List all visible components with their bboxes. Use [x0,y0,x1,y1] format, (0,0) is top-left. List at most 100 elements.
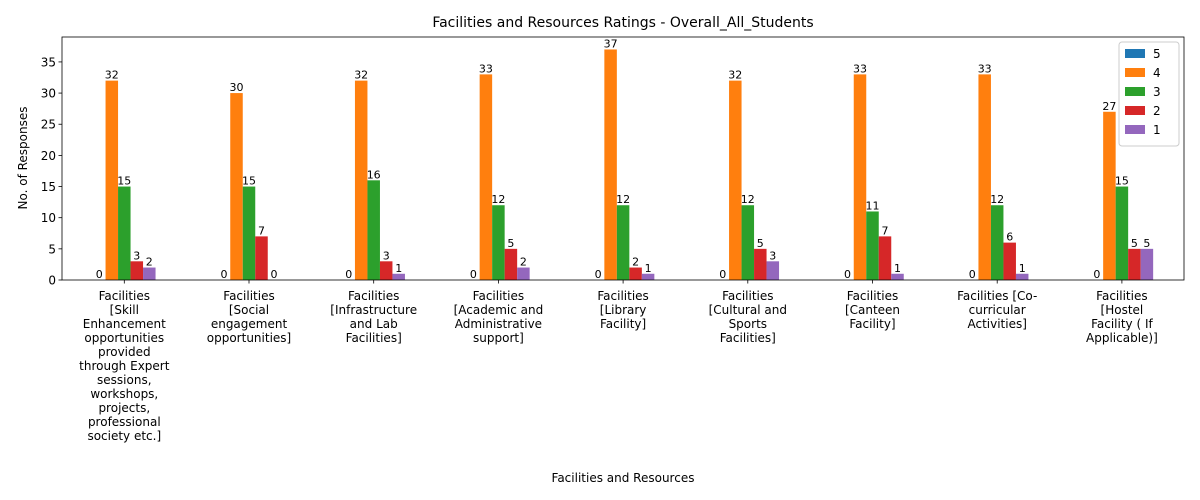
y-axis-ticks: 0 5 10 15 20 25 30 35 [41,55,62,288]
bar-value-label: 1 [1019,262,1026,275]
bar [242,186,256,280]
x-tick-label-line: Facilities [99,289,150,303]
legend-swatch [1125,106,1145,115]
x-tick-label-line: Facilities [348,289,399,303]
x-tick-label-line: Facilities] [720,331,776,345]
x-tick-label-line: [Skill [110,303,139,317]
bar [492,205,505,280]
x-tick-label: Facilities [Infrastructure and Lab Faciliti… [330,289,417,345]
bar [616,205,630,280]
legend-label: 4 [1153,66,1161,80]
plot-frame [61,36,1185,281]
bar-value-label: 0 [345,268,352,281]
bar [379,261,393,280]
x-tick-label-line: workshops, [90,387,158,401]
legend-swatch [1125,125,1145,134]
bar [729,80,742,280]
x-tick-label-line: opportunities] [207,331,291,345]
bar-value-label: 15 [242,175,256,188]
bar-value-label: 30 [230,81,244,94]
y-tick-label: 5 [48,242,56,256]
bar-value-label: 0 [1093,268,1100,281]
bar-value-label: 32 [105,69,119,82]
x-tick-label-line: through Expert [79,359,170,373]
bar-value-label: 33 [853,62,867,75]
bar-value-label: 1 [645,262,652,275]
bar [517,267,530,280]
bar-value-label: 15 [117,175,131,188]
bar [367,180,380,280]
x-tick-label-line: [Social [229,303,269,317]
bar-value-label: 3 [133,249,140,262]
x-tick-label: Facilities [Skill Enhancement opportunities… [79,289,170,443]
x-tick-label-line: Facilities [597,289,648,303]
x-tick-label: Facilities [Cultural and Sports Facilities] [709,289,787,345]
x-tick-label-line: Administrative [455,317,542,331]
bar [118,186,131,280]
y-tick-label: 30 [41,87,56,101]
bar [891,273,904,280]
x-tick-label-line: Facilities [223,289,274,303]
x-tick-label-line: sessions, [97,373,152,387]
x-tick-label-line: [Infrastructure [330,303,417,317]
bar [354,80,368,280]
legend-label: 2 [1153,104,1161,118]
bar [766,261,780,280]
y-tick-label: 25 [41,118,56,132]
x-tick-label: Facilities [Social engagement opportunities… [207,289,291,345]
x-tick-label-line: [Academic and [454,303,544,317]
bar-value-label: 0 [271,268,278,281]
bar-value-label: 7 [258,224,265,237]
bar-value-label: 0 [595,268,602,281]
y-tick-label: 20 [41,149,56,163]
bar-value-label: 5 [757,237,764,250]
bar [741,205,755,280]
x-tick-label-line: provided [98,345,151,359]
x-tick-label-line: Facilities [Co- [957,289,1037,303]
x-tick-label-line: Facilities [722,289,773,303]
bar [392,273,405,280]
x-tick-label-line: Applicable)] [1086,331,1158,345]
x-tick-label-line: Enhancement [83,317,166,331]
bar-value-label: 12 [990,193,1004,206]
bar [479,74,493,280]
bar-value-label: 5 [1143,237,1150,250]
bar-value-label: 2 [632,256,639,269]
bar [641,273,655,280]
x-tick-label-line: Facilities [1096,289,1147,303]
bar-value-label: 7 [882,224,889,237]
bar-value-label: 27 [1102,100,1116,113]
bar-value-label: 0 [719,268,726,281]
x-tick-label-line: Facilities [847,289,898,303]
x-tick-label-line: projects, [98,401,150,415]
x-tick-label-line: and Lab [350,317,398,331]
bar [1115,186,1129,280]
y-axis-label: No. of Responses [16,106,30,209]
bar [754,248,767,280]
bar-value-label: 1 [395,262,402,275]
x-tick-label: Facilities [Library Facility] [597,289,648,331]
chart-title: Facilities and Resources Ratings - Overa… [432,15,813,31]
bar-value-label: 1 [894,262,901,275]
x-tick-label: Facilities [Hostel Facility ( If Applicable… [1086,289,1158,345]
bar-value-label: 5 [1131,237,1138,250]
legend-label: 5 [1153,47,1161,61]
bar [143,267,156,280]
bar [1003,242,1016,280]
x-tick-label-line: [Canteen [845,303,900,317]
y-tick-label: 15 [41,180,56,194]
bar-value-label: 3 [383,249,390,262]
x-tick-label-line: opportunities [84,331,164,345]
x-axis-label: Facilities and Resources [552,471,695,485]
legend: 5 4 3 2 1 [1118,41,1180,147]
x-tick-label-line: [Library [600,303,647,317]
legend-label: 3 [1153,85,1161,99]
x-tick-label-line: society etc.] [87,429,161,443]
bar-value-label: 15 [1115,175,1129,188]
bar [504,248,518,280]
x-tick-label-line: Activities] [967,317,1026,331]
legend-label: 1 [1153,123,1161,137]
x-tick-label-line: Facility] [849,317,895,331]
x-tick-label: Facilities [Academic and Administrative sup… [454,289,544,345]
